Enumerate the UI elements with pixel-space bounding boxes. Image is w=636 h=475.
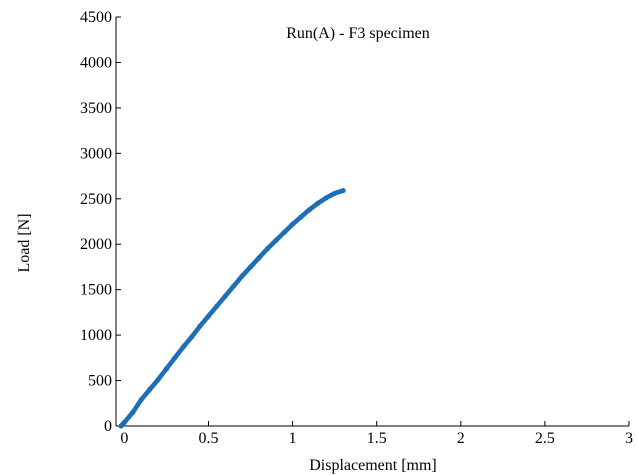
y-tick-label: 0 (104, 418, 112, 435)
axes (115, 17, 629, 427)
x-axis-label: Displacement [mm] (309, 457, 437, 474)
x-tick-label: 1.5 (367, 430, 387, 447)
y-ticks: 0 500 1000 1500 2000 2500 3000 3500 4000 4500 (80, 9, 121, 435)
x-tick-label: 3 (625, 430, 633, 447)
x-tick-label: 2 (457, 430, 465, 447)
series-layer (118, 187, 346, 429)
y-tick-label: 4500 (80, 9, 112, 26)
y-tick-label: 3000 (80, 145, 112, 162)
x-tick-label: 1 (289, 430, 297, 447)
x-tick-label: 2.5 (535, 430, 555, 447)
x-tick-label: 0.5 (199, 430, 219, 447)
data-series (118, 187, 346, 429)
y-tick-label: 1500 (80, 282, 112, 299)
y-axis-label: Load [N] (16, 213, 33, 272)
y-tick-label: 3500 (80, 100, 112, 117)
y-tick-label: 2000 (80, 236, 112, 253)
chart-title: Run(A) - F3 specimen (286, 25, 430, 42)
y-tick-label: 2500 (80, 191, 112, 208)
y-tick-label: 4000 (80, 54, 112, 71)
data-point (340, 187, 346, 194)
y-tick-label: 500 (88, 373, 112, 390)
x-ticks: 0 0.5 1 1.5 2 2.5 3 (120, 421, 633, 447)
x-tick-label: 0 (120, 430, 128, 447)
y-tick-label: 1000 (80, 327, 112, 344)
